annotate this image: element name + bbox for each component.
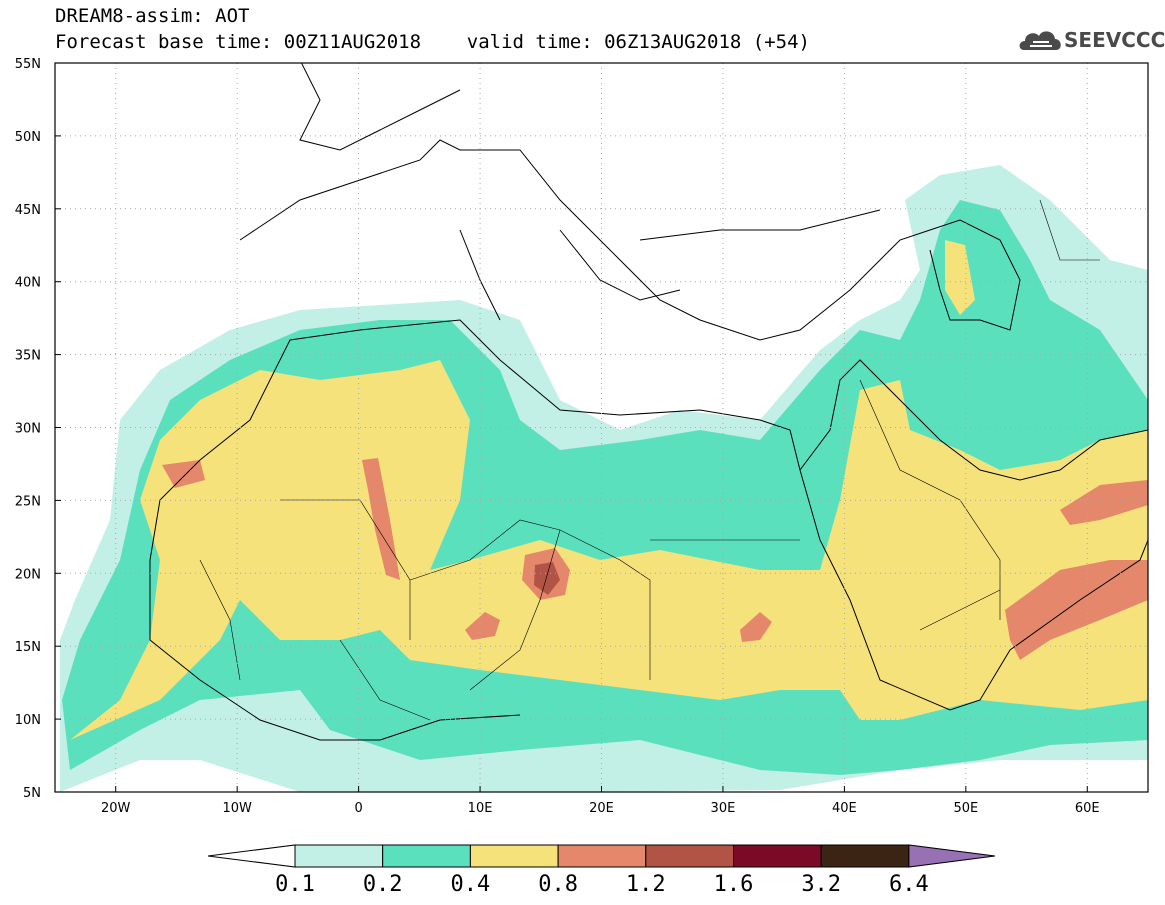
aot-band-0.4-north	[945, 240, 975, 315]
lon-tick-label: 10W	[222, 801, 252, 816]
aot-band-0.4	[70, 360, 1148, 740]
colorbar-over-triangle	[908, 844, 996, 868]
colorbar-label: 6.4	[889, 872, 929, 897]
aot-band-0.8-mauritania	[162, 460, 205, 488]
colorbar-segment	[469, 844, 559, 868]
colorbar-segment	[645, 844, 734, 868]
lat-tick-label: 45N	[15, 203, 41, 218]
lon-tick-label: 10E	[468, 801, 493, 816]
lat-tick-label: 20N	[15, 567, 41, 582]
coastlines	[149, 63, 1148, 741]
aot-band-0.8-gulf	[1060, 480, 1148, 525]
aot-band-0.8-sahel	[465, 612, 500, 640]
latitude-labels: 55N 50N 45N 40N 35N 30N 25N 20N 15N 10N 5N	[15, 57, 61, 801]
gridlines	[55, 63, 1148, 792]
colorbar-segment	[733, 844, 822, 868]
colorbar-segment	[382, 844, 471, 868]
lat-tick-label: 35N	[15, 349, 41, 364]
lon-tick-label: 0	[354, 801, 362, 816]
aot-band-0.8-sahara	[362, 458, 400, 580]
colorbar-label: 0.2	[363, 872, 403, 897]
colorbar-label: 0.8	[538, 872, 578, 897]
colorbar-label: 0.1	[275, 872, 315, 897]
lat-tick-label: 50N	[15, 130, 41, 145]
lon-tick-label: 30E	[711, 801, 736, 816]
lon-tick-label: 20E	[589, 801, 614, 816]
lat-tick-label: 25N	[15, 494, 41, 509]
colorbar-segment	[557, 844, 647, 868]
lat-tick-label: 30N	[15, 422, 41, 437]
model-title: DREAM8-assim: AOT	[55, 5, 250, 27]
aot-band-1.2-core	[534, 562, 560, 595]
lat-tick-label: 40N	[15, 276, 41, 291]
lon-tick-label: 40E	[832, 801, 857, 816]
aot-band-0.8-arabia	[1005, 560, 1148, 660]
lat-tick-label: 10N	[15, 713, 41, 728]
colorbar-segment	[820, 844, 910, 868]
lon-tick-label: 20W	[101, 801, 131, 816]
lon-tick-label: 50E	[953, 801, 978, 816]
forecast-time-title: Forecast base time: 00Z11AUG2018 valid t…	[55, 31, 810, 53]
colorbar-under-triangle	[207, 844, 296, 868]
colorbar-label: 1.2	[626, 872, 666, 897]
lon-tick-label: 60E	[1075, 801, 1100, 816]
colorbar-label: 1.6	[714, 872, 754, 897]
colorbar-label: 3.2	[801, 872, 841, 897]
lat-tick-label: 55N	[15, 57, 41, 72]
colorbar: 0.1 0.2 0.4 0.8 1.2 1.6 3.2 6.4	[207, 844, 996, 897]
cloud-icon	[1019, 31, 1061, 50]
colorbar-label: 0.4	[451, 872, 491, 897]
lat-tick-label: 15N	[15, 640, 41, 655]
aot-field	[60, 63, 1148, 792]
colorbar-segment	[294, 844, 384, 868]
logo-text: SEEVCCC	[1064, 28, 1165, 52]
longitude-labels: 20W 10W 0 10E 20E 30E 40E 50E 60E	[101, 786, 1100, 816]
lat-tick-label: 5N	[23, 786, 41, 801]
aot-band-0.8-sudan	[740, 612, 772, 642]
